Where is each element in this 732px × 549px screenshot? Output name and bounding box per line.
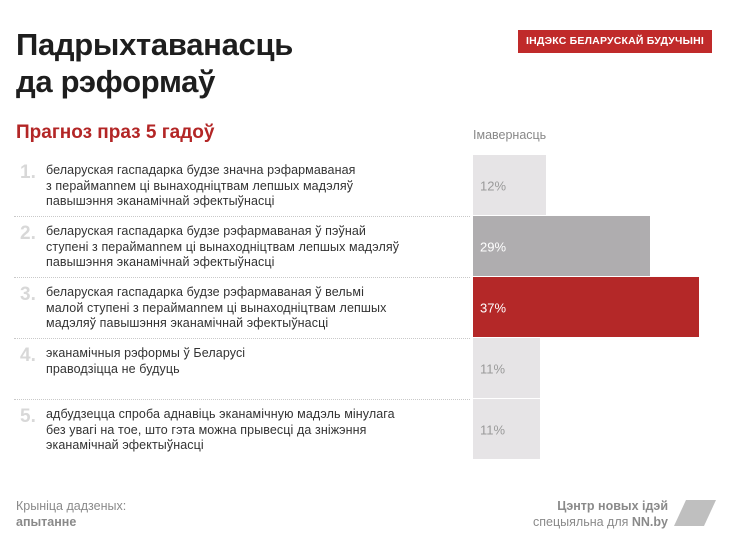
credit-line-2: спецыяльна для NN.by: [533, 514, 668, 530]
bar-value-label: 37%: [480, 301, 506, 316]
row-description-line: праводзіцца не будуць: [46, 361, 180, 376]
row-description: беларуская гаспадарка будзе значна рэфар…: [46, 163, 476, 210]
row-number: 5.: [20, 406, 36, 427]
bar-5: [473, 399, 540, 459]
row-description-line: ступені з пераймannем ці вынаходніцтвам …: [46, 239, 400, 254]
bar-1: [473, 155, 546, 215]
row-description-line: павышэння эканамічнай эфектыўнасці: [46, 255, 275, 269]
row-description-line: павышэння эканамічнай эфектыўнасці: [46, 194, 275, 208]
row-description-line: эканамічнай эфектыўнасці: [46, 438, 204, 452]
row-divider: [14, 399, 470, 400]
bar-value-label: 11%: [480, 423, 505, 438]
bars-svg: 12% 29% 37% 11% 11%: [473, 155, 699, 459]
index-badge: ІНДЭКС БЕЛАРУСКАЙ БУДУЧЫНІ: [518, 30, 712, 53]
forecast-row: 5. адбудзецца спроба аднавіць эканамічную…: [14, 399, 470, 460]
row-description-line: беларуская гаспадарка будзе рэфармаваная…: [46, 285, 364, 299]
row-description: беларуская гаспадарка будзе рэфармаваная…: [46, 285, 476, 332]
probability-column-header: Імавернасць: [473, 128, 547, 142]
row-description-line: малой ступені з пераймannем ці вынаходні…: [46, 300, 387, 315]
data-source: Крыніца дадзеных: апытанне: [16, 498, 126, 530]
bar-4: [473, 338, 540, 398]
row-description-line: без увагі на тое, што гэта можна прывесц…: [46, 422, 367, 437]
page-title: Падрыхтаванасць да рэформаў: [16, 26, 293, 100]
forecast-row: 1. беларуская гаспадарка будзе значна рэф…: [14, 155, 470, 216]
forecast-chart: 1. беларуская гаспадарка будзе значна рэф…: [14, 155, 714, 460]
row-description-line: беларуская гаспадарка будзе рэфармаваная…: [46, 224, 366, 238]
row-description-line: з пераймannем ці вынаходніцтвам лепшых м…: [46, 178, 354, 193]
forecast-row: 3. беларуская гаспадарка будзе рэфармаван…: [14, 277, 470, 338]
row-number: 1.: [20, 162, 36, 183]
row-number: 4.: [20, 345, 36, 366]
row-number: 3.: [20, 284, 36, 305]
row-description-line: эканамічныя рэформы ў Беларусі: [46, 346, 246, 360]
row-description-line: мадэляў павышэння эканамічнай эфектыўнас…: [46, 316, 329, 330]
page-title-line-2: да рэформаў: [16, 64, 216, 99]
bar-value-label: 12%: [480, 179, 506, 194]
row-divider: [14, 338, 470, 339]
page-title-line-1: Падрыхтаванасць: [16, 27, 293, 62]
source-value: апытанне: [16, 515, 77, 529]
slanted-parallelogram-logo-icon: [674, 500, 716, 526]
bar-value-label: 11%: [480, 362, 505, 377]
bar-3: [473, 277, 699, 337]
source-label: Крыніца дадзеных:: [16, 499, 127, 513]
row-description: адбудзецца спроба аднавіць эканамічную м…: [46, 407, 476, 454]
row-description-line: беларуская гаспадарка будзе значна рэфар…: [46, 163, 356, 177]
row-divider: [14, 216, 470, 217]
row-description: беларуская гаспадарка будзе рэфармаваная…: [46, 224, 476, 271]
credit-org: Цэнтр новых ідэй: [557, 499, 668, 513]
row-description: эканамічныя рэформы ў Беларусі праводзіцц…: [46, 346, 476, 377]
bar-value-label: 29%: [480, 240, 506, 255]
credit-site: NN.by: [631, 515, 668, 529]
bar-2: [473, 216, 650, 276]
chart-subtitle: Прагноз праз 5 гадоў: [16, 122, 215, 143]
forecast-row: 4. эканамічныя рэформы ў Беларусі праводзі…: [14, 338, 470, 399]
row-number: 2.: [20, 223, 36, 244]
credit: Цэнтр новых ідэй спецыяльна для NN.by: [533, 498, 668, 530]
forecast-row: 2. беларуская гаспадарка будзе рэфармаван…: [14, 216, 470, 277]
row-description-line: адбудзецца спроба аднавіць эканамічную м…: [46, 407, 395, 421]
row-divider: [14, 277, 470, 278]
credit-prefix: спецыяльна для: [533, 515, 632, 529]
